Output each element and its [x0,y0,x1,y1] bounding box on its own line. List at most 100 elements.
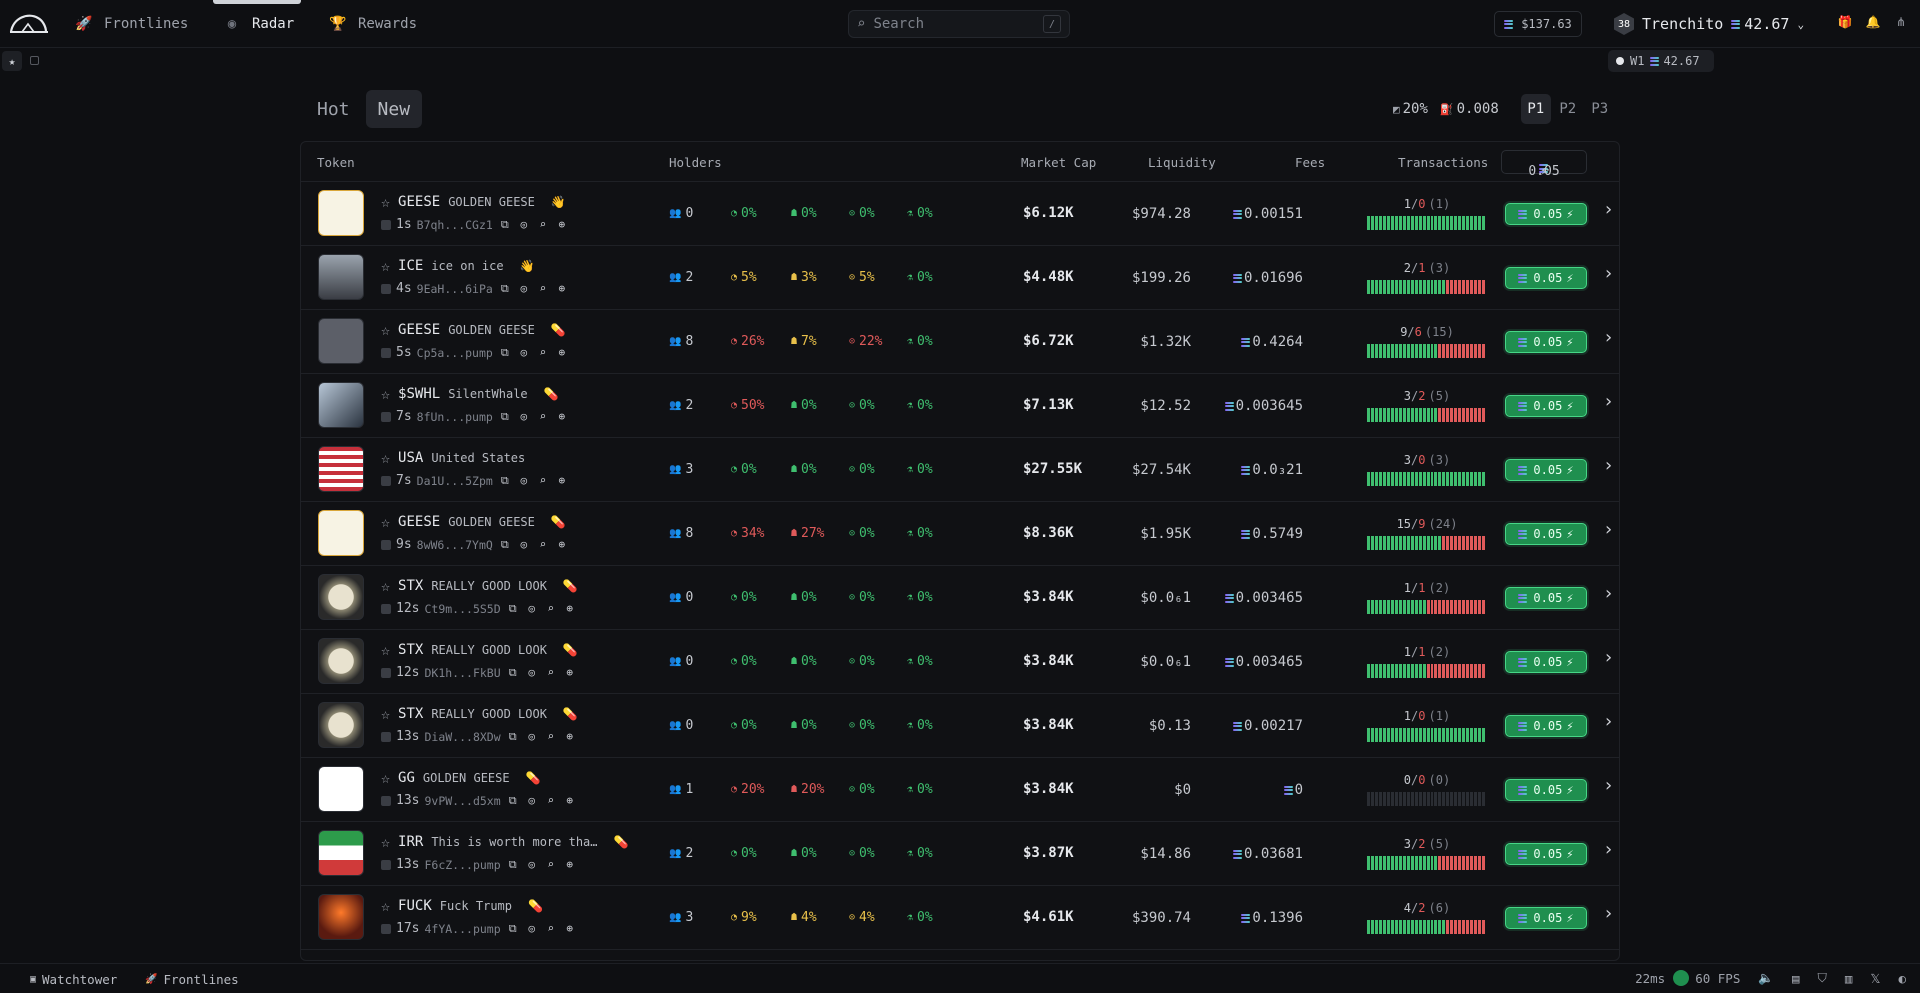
quick-buy-button[interactable]: 0.05 ⚡ [1505,651,1587,673]
quick-buy-button[interactable]: 0.05 ⚡ [1505,267,1587,289]
col-fees[interactable]: Fees [1295,155,1326,170]
star-icon[interactable]: ☆ [381,513,391,531]
token-avatar[interactable] [318,702,364,748]
copy-icon[interactable]: ⧉ [500,473,509,487]
chevron-right-icon[interactable]: › [1603,839,1614,860]
website-icon[interactable]: ⊕ [566,602,573,615]
copy-icon[interactable]: ⧉ [508,665,517,679]
tab-new[interactable]: New [365,90,423,128]
preset-p3[interactable]: P3 [1591,101,1609,117]
search-icon[interactable]: ⌕ [547,794,554,807]
nav-rewards[interactable]: 🏆 Rewards [328,0,417,48]
quick-buy-button[interactable]: 0.05 ⚡ [1505,907,1587,929]
scan-icon[interactable]: ◎ [520,218,528,231]
shield-icon[interactable]: ⛉ [1817,970,1827,985]
website-icon[interactable]: ⊕ [558,474,566,487]
token-avatar[interactable] [318,894,364,940]
token-address[interactable]: Cp5a...pump [416,345,493,360]
table-row[interactable]: ☆ GEESE GOLDEN GEESE 💊 5s Cp5a...pump ⧉ ◎ ⌕ ⊕ 👥 8 ◔ 2… [301,310,1619,374]
bell-icon[interactable]: 🔔 [1865,15,1881,29]
scan-icon[interactable]: ◎ [520,410,528,423]
search-icon[interactable]: ⌕ [539,346,547,359]
scan-icon[interactable]: ◎ [528,922,535,935]
token-avatar[interactable] [318,318,364,364]
website-icon[interactable]: ⊕ [558,218,566,231]
star-icon[interactable]: ☆ [381,449,391,467]
copy-icon[interactable]: ⧉ [508,601,517,615]
chevron-right-icon[interactable]: › [1603,327,1614,348]
chevron-right-icon[interactable]: › [1603,583,1614,604]
star-icon[interactable]: ☆ [381,705,391,723]
scan-icon[interactable]: ◎ [520,474,528,487]
table-row[interactable]: ☆ STX REALLY GOOD LOOK 💊 12s DK1h...FkBU ⧉ ◎ ⌕ ⊕ 👥… [301,630,1619,694]
quick-buy-button[interactable]: 0.05 ⚡ [1505,203,1587,225]
preset-p2[interactable]: P2 [1559,101,1577,117]
website-icon[interactable]: ⊕ [566,730,573,743]
copy-icon[interactable]: ⧉ [508,921,517,935]
table-row[interactable]: ☆ STX REALLY GOOD LOOK 💊 13s DiaW...8XDw ⧉ ◎ ⌕ ⊕ 👥… [301,694,1619,758]
scan-icon[interactable]: ◎ [520,538,528,551]
table-row[interactable]: ☆ GG GOLDEN GEESE 💊 13s 9vPW...d5xm ⧉ ◎ ⌕ ⊕ 👥 1 ◔ 20%… [301,758,1619,822]
slippage-setting[interactable]: ◩ 20% [1393,101,1428,117]
table-row[interactable]: ☆ STX REALLY GOOD LOOK 💊 12s Ct9m...5S5D ⧉ ◎ ⌕ ⊕ 👥… [301,566,1619,630]
copy-icon[interactable]: ⧉ [500,217,509,231]
quick-buy-button[interactable]: 0.05 ⚡ [1505,587,1587,609]
quick-buy-button[interactable]: 0.05 ⚡ [1505,459,1587,481]
token-avatar[interactable] [318,382,364,428]
doc-icon[interactable]: ▤ [1791,970,1800,986]
search-icon[interactable]: ⌕ [539,474,547,487]
scan-icon[interactable]: ◎ [528,858,535,871]
copy-icon[interactable]: ⧉ [508,857,517,871]
quick-buy-button[interactable]: 0.05 ⚡ [1505,843,1587,865]
star-icon[interactable]: ☆ [381,257,391,275]
copy-icon[interactable]: ⧉ [500,537,509,551]
scan-icon[interactable]: ◎ [528,602,535,615]
token-avatar[interactable] [318,446,364,492]
copy-icon[interactable]: ⧉ [500,281,509,295]
frontlines-button[interactable]: 🚀 Frontlines [145,972,239,987]
token-address[interactable]: 8fUn...pump [416,409,493,424]
star-icon[interactable]: ☆ [381,769,391,787]
website-icon[interactable]: ⊕ [566,858,573,871]
star-icon[interactable]: ☆ [381,897,391,915]
token-address[interactable]: 9vPW...d5xm [424,793,501,808]
search-input[interactable]: ⌕ Search / [848,10,1070,38]
gift-icon[interactable]: 🎁 [1837,15,1853,29]
table-row[interactable]: ☆ IRR This is worth more tha… 💊 13s F6cZ...pu… [301,822,1619,886]
scan-icon[interactable]: ◎ [520,282,528,295]
token-address[interactable]: 8wW6...7YmQ [416,537,493,552]
star-icon[interactable]: ☆ [381,321,391,339]
notes-icon[interactable]: ▥ [1844,970,1853,986]
nav-frontlines[interactable]: 🚀 Frontlines [74,0,188,48]
token-address[interactable]: DiaW...8XDw [424,729,501,744]
tab-hot[interactable]: Hot [317,98,350,120]
search-icon[interactable]: ⌕ [547,730,554,743]
quick-buy-amount-input[interactable]: 0.05 ⚡ [1501,150,1587,179]
col-transactions[interactable]: Transactions [1398,155,1489,170]
preset-p1[interactable]: P1 [1520,94,1551,124]
chevron-right-icon[interactable]: › [1603,775,1614,796]
watchtower-button[interactable]: ▣ Watchtower [30,972,117,987]
table-row[interactable]: ☆ ICE ice on ice 👋 4s 9EaH...6iPa ⧉ ◎ ⌕ ⊕ 👥 2 ◔ 5% ☗ 3%… [301,246,1619,310]
star-icon[interactable]: ☆ [381,385,391,403]
search-icon[interactable]: ⌕ [539,218,547,231]
copy-icon[interactable]: ⧉ [500,345,509,359]
token-address[interactable]: 4fYA...pump [424,921,501,936]
chevron-right-icon[interactable]: › [1603,647,1614,668]
quick-buy-button[interactable]: 0.05 ⚡ [1505,331,1587,353]
website-icon[interactable]: ⊕ [558,346,566,359]
chevron-right-icon[interactable]: › [1603,455,1614,476]
token-address[interactable]: 9EaH...6iPa [416,281,493,296]
search-icon[interactable]: ⌕ [539,282,547,295]
table-row[interactable]: ☆ $SWHL SilentWhale 💊 7s 8fUn...pump ⧉ ◎ ⌕ ⊕ 👥 2 ◔ 50… [301,374,1619,438]
speaker-icon[interactable]: 🔈 [1758,970,1774,985]
col-token[interactable]: Token [317,155,355,170]
website-icon[interactable]: ⊕ [558,410,566,423]
token-avatar[interactable] [318,510,364,556]
search-icon[interactable]: ⌕ [539,538,547,551]
star-icon[interactable]: ☆ [381,577,391,595]
history-icon[interactable] [30,56,39,65]
website-icon[interactable]: ⊕ [558,282,566,295]
star-icon[interactable]: ☆ [381,641,391,659]
col-market-cap[interactable]: Market Cap [1021,155,1097,170]
